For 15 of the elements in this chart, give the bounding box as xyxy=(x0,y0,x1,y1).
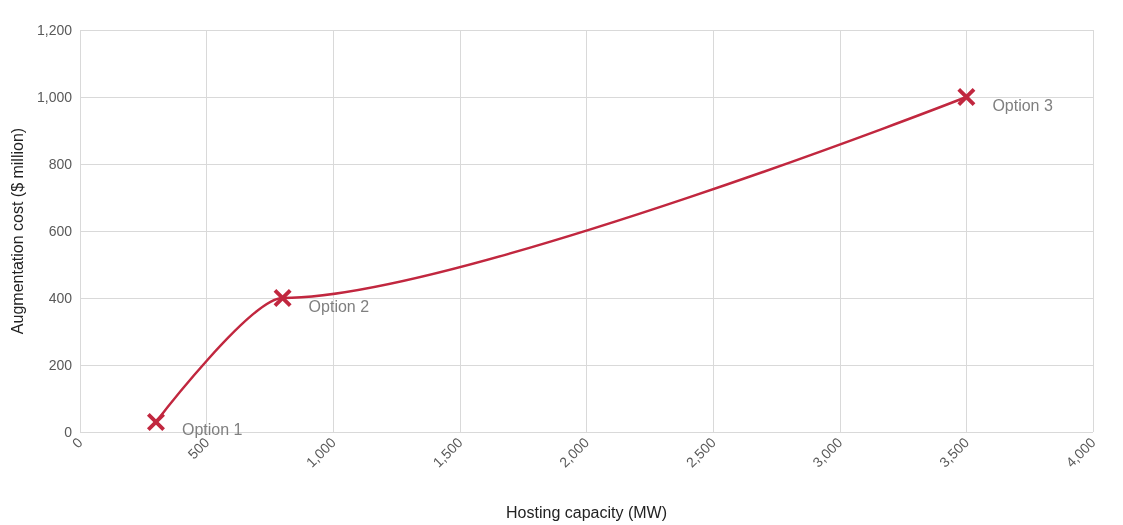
y-tick-label: 400 xyxy=(48,290,73,306)
y-tick-label: 200 xyxy=(48,357,73,373)
y-tick-label: 800 xyxy=(48,156,73,172)
x-axis-title: Hosting capacity (MW) xyxy=(506,503,667,521)
point xyxy=(957,88,976,106)
point xyxy=(146,412,165,431)
y-tick-label: 600 xyxy=(48,223,73,239)
y-axis-title: Augmentation cost ($ million) xyxy=(8,127,26,335)
y-tick-label: 0 xyxy=(64,424,73,440)
annotation: Option 1 xyxy=(181,421,243,439)
point xyxy=(273,289,292,307)
y-tick-label: 1,000 xyxy=(36,89,73,105)
annotation: Option 3 xyxy=(992,96,1053,114)
annotation: Option 2 xyxy=(308,297,370,315)
y-tick-label: 1,200 xyxy=(36,22,73,38)
